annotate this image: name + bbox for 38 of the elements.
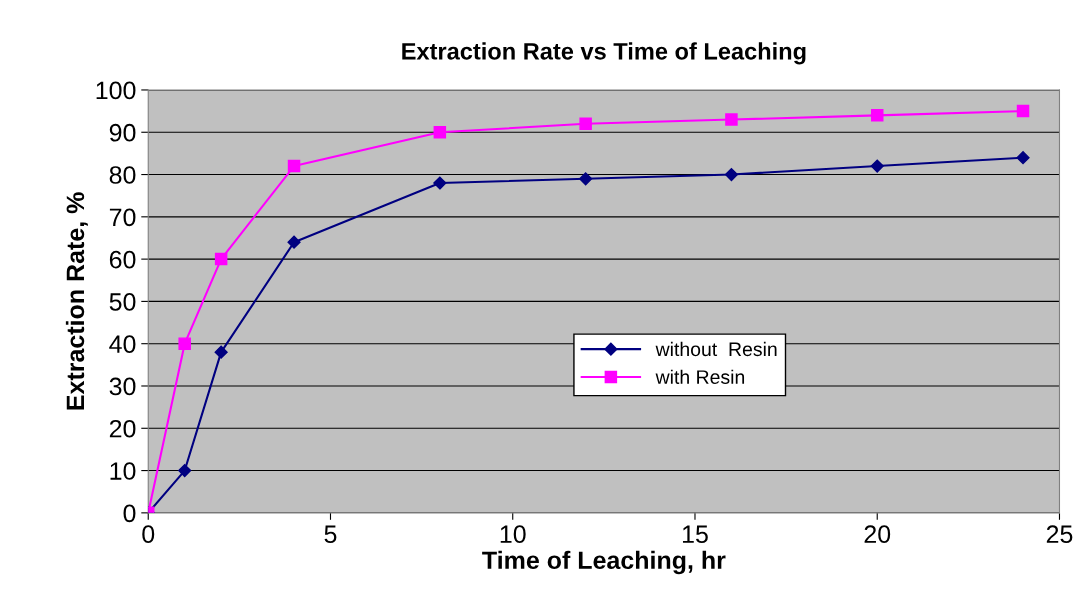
x-tick-label: 10: [500, 525, 526, 544]
y-tick-label: 80: [109, 166, 136, 184]
y-tick-label: 70: [109, 208, 136, 227]
point: [214, 345, 228, 359]
point: [1016, 104, 1030, 118]
x-tick-label: 20: [864, 525, 891, 544]
chart-title: Extraction Rate vs Time of Leaching: [402, 42, 806, 65]
y-tick-label: 90: [109, 123, 136, 142]
point: [433, 176, 447, 190]
point: [178, 463, 192, 478]
point: [725, 113, 738, 126]
x-axis-title: Time of Leaching, hr: [482, 550, 726, 575]
point: [287, 235, 301, 249]
x-tick-label: 25: [1046, 525, 1073, 544]
x-tick-label: 5: [324, 525, 337, 544]
point: [870, 159, 884, 173]
y-tick-label: 0: [123, 504, 136, 523]
legend-label: without Resin: [655, 341, 777, 357]
y-tick-label: 100: [96, 81, 136, 100]
y-tick-label: 60: [109, 250, 136, 269]
y-tick-label: 40: [109, 335, 136, 353]
point: [724, 167, 739, 182]
legend-label: with Resin: [655, 369, 745, 384]
y-tick-label: 50: [109, 293, 136, 311]
y-tick-label: 30: [109, 377, 136, 396]
point: [287, 159, 301, 173]
point: [433, 126, 447, 139]
y-tick-label: 20: [109, 419, 136, 438]
x-tick-label: 15: [682, 525, 708, 544]
y-tick-label: 10: [110, 462, 136, 480]
point: [214, 252, 228, 266]
point: [1016, 151, 1030, 165]
point: [178, 337, 191, 350]
x-tick-label: 0: [142, 525, 155, 544]
y-axis-title: Extraction Rate, %: [65, 192, 88, 410]
point: [579, 117, 592, 131]
point: [870, 109, 884, 122]
point: [579, 172, 593, 186]
